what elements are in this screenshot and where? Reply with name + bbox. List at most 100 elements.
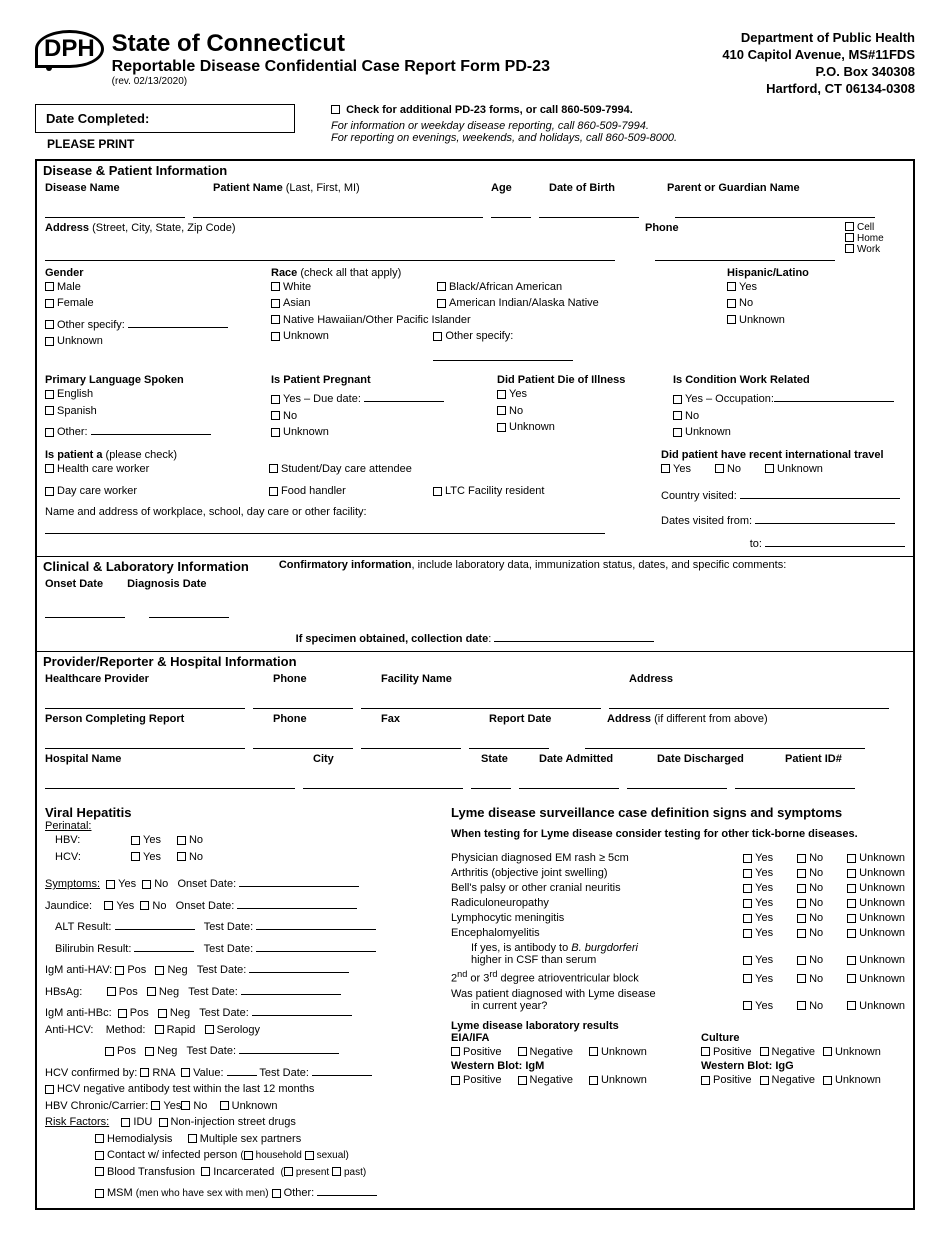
patient-id-input[interactable] (735, 773, 855, 789)
risk-contact-checkbox[interactable] (95, 1151, 104, 1160)
hbsag-test-date-input[interactable] (241, 979, 341, 995)
hcv-neg-12mo-checkbox[interactable] (45, 1085, 54, 1094)
admitted-input[interactable] (519, 773, 619, 789)
symptoms-yes-checkbox[interactable] (106, 880, 115, 889)
jaundice-onset-input[interactable] (237, 893, 357, 909)
work-no-checkbox[interactable] (673, 411, 682, 420)
culture-neg-checkbox[interactable] (760, 1047, 769, 1056)
race-other-input[interactable] (433, 345, 573, 361)
lyme-av-unk-checkbox[interactable] (847, 974, 856, 983)
person-input[interactable] (45, 733, 245, 749)
hispanic-no-checkbox[interactable] (727, 299, 736, 308)
alt-test-date-input[interactable] (256, 914, 376, 930)
hbv-yes-checkbox[interactable] (131, 836, 140, 845)
travel-unknown-checkbox[interactable] (765, 464, 774, 473)
risk-sexual-checkbox[interactable] (305, 1151, 314, 1160)
wbigm-neg-checkbox[interactable] (518, 1076, 527, 1085)
igm-hbc-pos-checkbox[interactable] (118, 1009, 127, 1018)
gender-female-checkbox[interactable] (45, 299, 54, 308)
dob-input[interactable] (539, 202, 639, 218)
gender-other-input[interactable] (128, 312, 228, 328)
lyme-em-no-checkbox[interactable] (797, 854, 806, 863)
disease-name-input[interactable] (45, 202, 185, 218)
igm-hav-neg-checkbox[interactable] (155, 966, 164, 975)
lyme-bells-yes-checkbox[interactable] (743, 884, 752, 893)
race-white-checkbox[interactable] (271, 282, 280, 291)
phone-home-checkbox[interactable] (845, 233, 854, 242)
bilirubin-input[interactable] (134, 936, 194, 952)
student-checkbox[interactable] (269, 464, 278, 473)
igm-hav-test-date-input[interactable] (249, 957, 349, 973)
lyme-meningitis-unk-checkbox[interactable] (847, 914, 856, 923)
healthcare-worker-checkbox[interactable] (45, 464, 54, 473)
race-other-checkbox[interactable] (433, 332, 442, 341)
race-unknown-checkbox[interactable] (271, 332, 280, 341)
hcv-yes-checkbox[interactable] (131, 852, 140, 861)
lang-other-checkbox[interactable] (45, 428, 54, 437)
lyme-meningitis-no-checkbox[interactable] (797, 914, 806, 923)
lyme-csf-yes-checkbox[interactable] (743, 956, 752, 965)
date-completed-box[interactable]: Date Completed: (35, 104, 295, 133)
pregnant-unknown-checkbox[interactable] (271, 428, 280, 437)
risk-household-checkbox[interactable] (244, 1151, 253, 1160)
daycare-worker-checkbox[interactable] (45, 487, 54, 496)
wbigm-pos-checkbox[interactable] (451, 1076, 460, 1085)
phone-input[interactable] (655, 245, 835, 261)
ltc-checkbox[interactable] (433, 487, 442, 496)
occupation-input[interactable] (774, 386, 894, 402)
eia-neg-checkbox[interactable] (518, 1047, 527, 1056)
eia-unk-checkbox[interactable] (589, 1047, 598, 1056)
lyme-em-unk-checkbox[interactable] (847, 854, 856, 863)
race-asian-checkbox[interactable] (271, 299, 280, 308)
phone-work-checkbox[interactable] (845, 244, 854, 253)
lyme-em-yes-checkbox[interactable] (743, 854, 752, 863)
wbigg-unk-checkbox[interactable] (823, 1076, 832, 1085)
hcv-value-input[interactable] (227, 1060, 257, 1076)
culture-pos-checkbox[interactable] (701, 1047, 710, 1056)
lyme-enceph-yes-checkbox[interactable] (743, 929, 752, 938)
lyme-enceph-unk-checkbox[interactable] (847, 929, 856, 938)
lyme-av-no-checkbox[interactable] (797, 974, 806, 983)
igm-hbc-test-date-input[interactable] (252, 1000, 352, 1016)
person-phone-input[interactable] (253, 733, 353, 749)
risk-past-checkbox[interactable] (332, 1167, 341, 1176)
wbigm-unk-checkbox[interactable] (589, 1076, 598, 1085)
igm-hav-pos-checkbox[interactable] (115, 966, 124, 975)
lyme-csf-unk-checkbox[interactable] (847, 956, 856, 965)
lyme-av-yes-checkbox[interactable] (743, 974, 752, 983)
pregnant-no-checkbox[interactable] (271, 411, 280, 420)
hbv-chronic-unknown-checkbox[interactable] (220, 1101, 229, 1110)
hcv-no-checkbox[interactable] (177, 852, 186, 861)
fax-input[interactable] (361, 733, 461, 749)
risk-other-input[interactable] (317, 1180, 377, 1196)
lyme-radiculo-yes-checkbox[interactable] (743, 899, 752, 908)
anti-hcv-pos-checkbox[interactable] (105, 1047, 114, 1056)
race-hawaiian-checkbox[interactable] (271, 315, 280, 324)
pregnant-yes-checkbox[interactable] (271, 395, 280, 404)
city-input[interactable] (303, 773, 463, 789)
lyme-arthritis-unk-checkbox[interactable] (847, 869, 856, 878)
wbigg-neg-checkbox[interactable] (760, 1076, 769, 1085)
lyme-diag-yes-checkbox[interactable] (743, 1001, 752, 1010)
bilirubin-test-date-input[interactable] (256, 936, 376, 952)
lyme-bells-no-checkbox[interactable] (797, 884, 806, 893)
country-input[interactable] (740, 483, 900, 499)
risk-partners-checkbox[interactable] (188, 1134, 197, 1143)
jaundice-yes-checkbox[interactable] (104, 901, 113, 910)
facility-input[interactable] (361, 693, 601, 709)
hcv-rna-checkbox[interactable] (140, 1068, 149, 1077)
culture-unk-checkbox[interactable] (823, 1047, 832, 1056)
age-input[interactable] (491, 202, 531, 218)
anti-hcv-neg-checkbox[interactable] (145, 1047, 154, 1056)
report-date-input[interactable] (469, 733, 549, 749)
risk-present-checkbox[interactable] (284, 1167, 293, 1176)
travel-yes-checkbox[interactable] (661, 464, 670, 473)
hcv-test-date-input[interactable] (312, 1060, 372, 1076)
specimen-input[interactable] (494, 626, 654, 642)
lang-other-input[interactable] (91, 419, 211, 435)
died-no-checkbox[interactable] (497, 406, 506, 415)
risk-hemo-checkbox[interactable] (95, 1134, 104, 1143)
gender-other-checkbox[interactable] (45, 320, 54, 329)
jaundice-no-checkbox[interactable] (140, 901, 149, 910)
alt-input[interactable] (115, 914, 195, 930)
